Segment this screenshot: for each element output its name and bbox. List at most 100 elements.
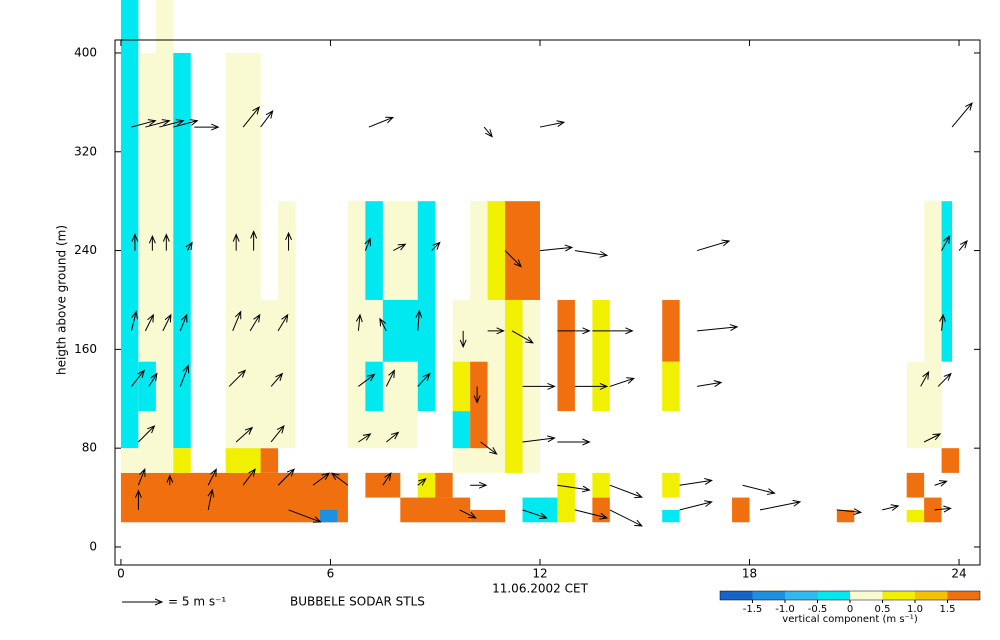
wind-arrow [958,239,968,251]
wind-arrow [480,441,498,455]
cell [505,299,523,473]
wind-arrow [130,310,138,331]
wind-arrow [358,433,372,443]
wind-arrow [574,250,609,258]
arrow-legend-key [122,598,164,606]
cell [278,201,296,300]
cell [365,201,383,300]
cell [260,448,279,473]
wind-arrow [557,484,591,493]
wind-arrow [539,120,566,128]
wind-arrow [487,327,505,335]
wind-arrow [459,330,467,349]
cell [260,299,296,449]
y-tick-label: 80 [82,441,97,455]
wind-arrow [277,468,295,486]
cell [173,52,191,449]
y-tick-label: 160 [74,342,97,356]
cell [941,201,953,362]
wind-arrow [697,380,723,387]
cell [906,472,925,498]
colorbar-tick-label: -0.5 [808,604,828,615]
wind-arrow [330,472,349,486]
wind-arrow [162,233,170,251]
cell-layer [120,0,960,523]
wind-arrow [522,382,556,390]
cell [452,361,471,412]
wind-arrow [355,313,363,331]
cell [319,509,338,523]
x-tick-label: 24 [951,567,966,581]
colorbar-label: vertical component (m s⁻¹) [782,614,918,625]
wind-arrow [312,472,331,486]
wind-arrow [504,250,522,268]
cell [592,299,610,412]
cell [924,201,942,362]
y-tick-label: 0 [89,539,97,553]
wind-arrow [194,123,220,131]
wind-arrow [232,310,242,332]
wind-arrow [131,119,157,128]
wind-arrow [609,377,636,387]
cell [592,497,610,523]
cell [435,472,453,498]
x-tick-label: 18 [742,567,757,581]
colorbar-tick-label: 1.5 [940,604,956,615]
wind-arrow [364,237,371,251]
wind-arrow [939,313,946,331]
cell [662,509,680,523]
wind-arrow [162,313,172,332]
cell [120,448,139,473]
x-tick-label: 12 [532,567,547,581]
wind-arrow [882,504,900,511]
cell [417,201,436,412]
cell [470,361,488,449]
wind-arrow [385,369,395,387]
plot-frame [114,39,981,566]
colorbar-tick-label: 0.5 [875,604,891,615]
wind-arrow [382,472,392,486]
cell [662,299,680,362]
cell [906,361,942,449]
wind-arrow [470,481,488,489]
wind-arrow [260,110,274,128]
wind-arrow [459,509,477,519]
wind-arrow [417,372,431,387]
cell [400,497,471,523]
cell [417,472,436,498]
cell [365,361,383,412]
wind-arrow [696,239,731,252]
wind-arrow [679,500,713,511]
cell [487,201,506,300]
wind-arrow [951,102,973,128]
cell [470,201,488,300]
wind-arrow [270,425,285,443]
wind-arrow [379,317,387,332]
wind-arrow [148,372,158,387]
wind-arrow [368,116,395,128]
arrow-legend-text: = 5 m s⁻¹ [168,595,226,609]
wind-arrow [386,431,400,443]
cell [662,361,680,412]
wind-arrow [250,230,258,251]
wind-arrow [934,480,948,487]
wind-arrow [511,330,534,344]
wind-arrow [285,231,293,251]
wind-arrow [144,313,154,332]
x-tick-label: 6 [327,567,335,581]
wind-arrow [431,241,441,251]
cell [557,472,575,523]
x-tick-label: 0 [117,567,125,581]
wind-arrow [179,313,188,332]
wind-arrow [417,478,427,486]
wind-arrow [557,327,591,335]
caption: BUBBELE SODAR STLS [290,595,425,609]
colorbar-bin [817,591,850,600]
colorbar-bin [915,591,948,600]
cell [120,0,139,449]
y-tick-label: 400 [74,45,97,59]
wind-arrow [522,509,548,520]
cell [120,472,348,523]
colorbar-bin [882,591,915,600]
